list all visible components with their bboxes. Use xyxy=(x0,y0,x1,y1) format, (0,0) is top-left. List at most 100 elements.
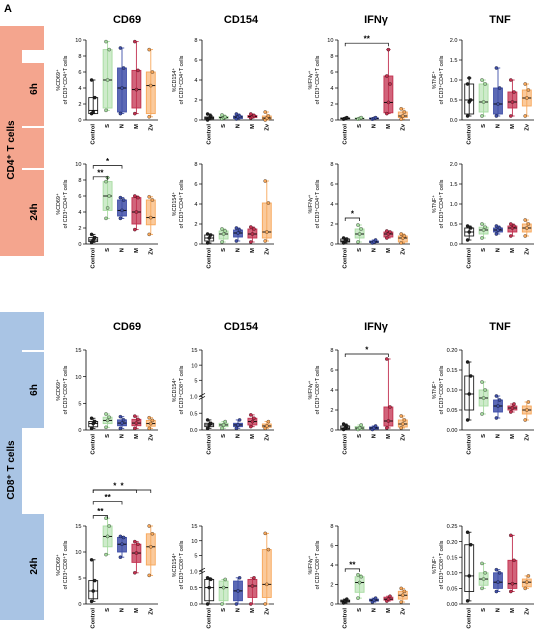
chart-cd8-24h-ifn-point-m xyxy=(386,597,391,601)
chart-cd4-24h-cd154-point-m xyxy=(250,232,255,236)
chart-cd8-24h-ifn-ytick-label: 8 xyxy=(330,524,333,530)
chart-cd8-6h-tnf-xtick-label-s: S xyxy=(481,434,487,438)
chart-cd4-24h-ifn-point-control xyxy=(341,236,346,240)
chart-cd8-24h-cd69-xtick-label-zv: Zv xyxy=(148,607,154,615)
chart-cd8-24h-cd69-point-zv xyxy=(147,573,151,578)
chart-cd4-24h-ifn-ytick-label: 4 xyxy=(330,202,333,208)
chart-cd4-24h-cd154-point-control xyxy=(205,232,210,236)
chart-cd8-24h-tnf-point-control xyxy=(467,574,471,578)
chart-cd8-6h-ifn-xtick-label-n: N xyxy=(372,434,378,438)
chart-cd4-6h-cd154-point-control xyxy=(205,112,210,116)
chart-cd8-6h-cd154-point-s xyxy=(220,426,224,431)
chart-cd4-24h-cd69-xtick-label-n: N xyxy=(120,248,126,252)
chart-cd8-6h-cd154-point-n xyxy=(237,418,242,422)
chart-cd4-6h-cd154-ytick-label: 2 xyxy=(194,98,197,104)
chart-cd8-6h-tnf: 0.00 0.05 0.10 0.15 0.20 %TNF⁺ of CD3⁺CD8⁺T ce… xyxy=(432,348,534,455)
chart-cd4-24h-ifn-point-m xyxy=(385,229,389,233)
chart-cd4-24h-tnf-point-s xyxy=(483,225,487,229)
chart-cd8-24h-cd154-point-n xyxy=(236,589,240,593)
chart-cd4-6h-cd69-xtick-label-n: N xyxy=(120,124,126,128)
chart-cd8-24h-ifn: 0 2 4 6 8 %IFNγ⁺ of CD3⁺CD8⁺T cells Control S N M Z… xyxy=(308,524,410,629)
chart-cd8-6h-ifn-point-m xyxy=(385,426,389,430)
chart-cd4-24h-cd154-point-s xyxy=(220,227,224,231)
chart-cd4-6h-cd154: 0 2 4 6 8 %CD154⁺ of CD3⁺CD4⁺T cells Control S N M… xyxy=(172,38,274,145)
cd4-col-title-cd154: CD154 xyxy=(224,14,259,26)
chart-cd8-24h-cd69-sig-bracket xyxy=(92,515,108,519)
chart-cd8-24h-cd154-point-m xyxy=(250,584,255,588)
chart-cd8-6h-cd69-xtick-label-zv: Zv xyxy=(148,433,154,441)
chart-cd4-6h-tnf-ylabel-2: of CD3⁺CD4⁺T cells xyxy=(439,55,445,104)
chart-cd4-24h-ifn-point-m xyxy=(385,236,389,240)
chart-cd8-24h-tnf: 0.00 0.05 0.10 0.15 0.20 0.25 %TNF⁺ of CD3⁺CD8⁺… xyxy=(432,524,534,629)
chart-cd8-24h-tnf-ytick-label: 0.25 xyxy=(447,524,458,530)
chart-cd8-6h-cd154: 0.0 0.5 1.0 5 10 15 %CD154⁺ of CD3⁺CD8⁺T cells C… xyxy=(172,348,274,455)
chart-cd8-6h-tnf-ytick-label: 0.00 xyxy=(447,428,458,434)
chart-cd4-6h-tnf-ytick-label: 0.5 xyxy=(450,98,458,104)
chart-cd8-24h-tnf-point-m xyxy=(512,558,516,563)
chart-cd8-24h-cd69-box-zv xyxy=(145,533,156,566)
chart-cd8-6h-cd154-point-s xyxy=(221,423,226,427)
chart-cd4-24h-cd154-ytick-label: 4 xyxy=(194,202,197,208)
chart-cd8-24h-ifn-xtick-label-m: M xyxy=(386,608,392,613)
chart-cd4-6h-cd69-ytick-label: 10 xyxy=(75,38,81,44)
chart-cd8-6h-tnf-point-s xyxy=(480,412,484,416)
chart-cd4-6h-tnf-point-n xyxy=(496,102,500,106)
chart-cd8-6h-tnf-point-control xyxy=(465,360,470,364)
chart-cd4-6h-ifn-point-zv xyxy=(399,117,403,121)
chart-cd8-6h-tnf-point-m xyxy=(512,402,516,406)
chart-cd4-6h-tnf-box-s xyxy=(478,83,489,113)
chart-cd4-24h-ifn-ylabel-1: %IFNγ⁺ xyxy=(308,194,314,213)
chart-cd4-24h-ifn-point-s xyxy=(359,227,363,231)
chart-cd8-24h-cd154-ytick-label: 5 xyxy=(194,554,197,560)
chart-cd4-24h-tnf-point-n xyxy=(494,224,499,228)
chart-cd8-24h-cd69-xtick-label-s: S xyxy=(105,608,111,612)
chart-cd4-24h-cd69-ytick-label: 0 xyxy=(78,242,81,248)
chart-cd8-6h-cd69-point-s xyxy=(105,418,110,423)
chart-cd8-6h-cd154-point-n xyxy=(234,426,239,431)
chart-cd8-24h-cd69-ytick-label: 5 xyxy=(78,576,81,582)
cd4-6h-label: 6h xyxy=(29,83,40,95)
chart-cd4-6h-ifn-point-m xyxy=(386,100,391,105)
chart-cd8-24h-cd154-ytick-label: 0.0 xyxy=(190,602,198,608)
chart-cd4-24h-cd154-point-m xyxy=(249,240,253,244)
chart-cd8-6h-cd69-point-s xyxy=(104,412,108,416)
chart-cd8-6h-cd69-point-n xyxy=(118,426,123,431)
chart-cd4-24h-cd69-point-zv xyxy=(147,232,151,237)
chart-cd4-24h-ifn-ytick-label: 8 xyxy=(330,162,333,168)
chart-cd4-24h-cd69-ytick-label: 10 xyxy=(75,162,81,168)
chart-cd4-6h-ifn: 0 2 4 6 8 10 %IFNγ⁺ of CD3⁺CD4⁺T cells Control S N… xyxy=(308,35,410,145)
chart-cd4-6h-cd69-box-n xyxy=(117,67,127,113)
chart-cd4-24h-cd69-point-control xyxy=(89,232,94,237)
chart-cd4-6h-tnf: 0.0 0.5 1.0 1.5 2.0 %TNF⁺ of CD3⁺CD4⁺T cells Co… xyxy=(432,38,534,145)
chart-cd8-6h-ifn-point-n xyxy=(373,424,378,428)
chart-cd4-24h-cd69-point-m xyxy=(136,195,140,200)
chart-cd8-6h-cd154-ytick-label: 5 xyxy=(194,378,197,384)
chart-cd4-24h-cd69-point-control xyxy=(93,235,97,240)
chart-cd8-24h-ifn-point-m xyxy=(388,594,392,598)
chart-cd4-24h-tnf-point-zv xyxy=(526,222,531,226)
chart-cd4-24h-cd154-point-s xyxy=(221,232,226,236)
chart-cd4-24h-cd69-point-zv xyxy=(150,198,155,202)
chart-cd8-6h-cd154-ytick-label: 10 xyxy=(191,363,197,369)
chart-cd8-24h-cd69-point-control xyxy=(91,589,95,593)
chart-cd8-24h-ifn-ytick-label: 0 xyxy=(330,602,333,608)
chart-cd4-24h-cd69-ylabel-2: of CD3⁺CD4⁺T cells xyxy=(63,179,69,228)
chart-cd8-24h-tnf-point-n xyxy=(497,571,502,575)
chart-cd8-6h-tnf-point-control xyxy=(467,392,471,396)
chart-cd4-6h-cd154-xtick-label-m: M xyxy=(250,124,256,129)
chart-cd8-6h-cd154-point-s xyxy=(223,419,227,424)
chart-cd4-24h-cd69-point-s xyxy=(105,206,110,210)
chart-cd4-6h-cd154-point-s xyxy=(220,113,224,117)
chart-cd4-6h-ifn-ytick-label: 10 xyxy=(327,38,333,44)
chart-cd4-6h-tnf-xtick-label-m: M xyxy=(510,124,516,129)
chart-cd4-6h-tnf-point-control xyxy=(465,114,470,118)
chart-cd4-24h-tnf-point-m xyxy=(509,222,513,226)
chart-cd8-24h-cd154-point-s xyxy=(220,602,224,606)
chart-cd4-24h-ifn-xtick-label-zv: Zv xyxy=(400,247,406,255)
chart-cd8-6h-ifn-sig-bracket xyxy=(344,353,389,357)
chart-cd8-24h-tnf-xtick-label-control: Control xyxy=(467,608,473,629)
chart-cd4-6h-cd69-point-control xyxy=(89,78,94,82)
chart-cd4-6h-cd69-ytick-label: 8 xyxy=(78,54,81,60)
chart-cd8-24h-tnf-xtick-label-s: S xyxy=(481,608,487,612)
chart-cd4-24h-ifn-xtick-label-n: N xyxy=(372,248,378,252)
